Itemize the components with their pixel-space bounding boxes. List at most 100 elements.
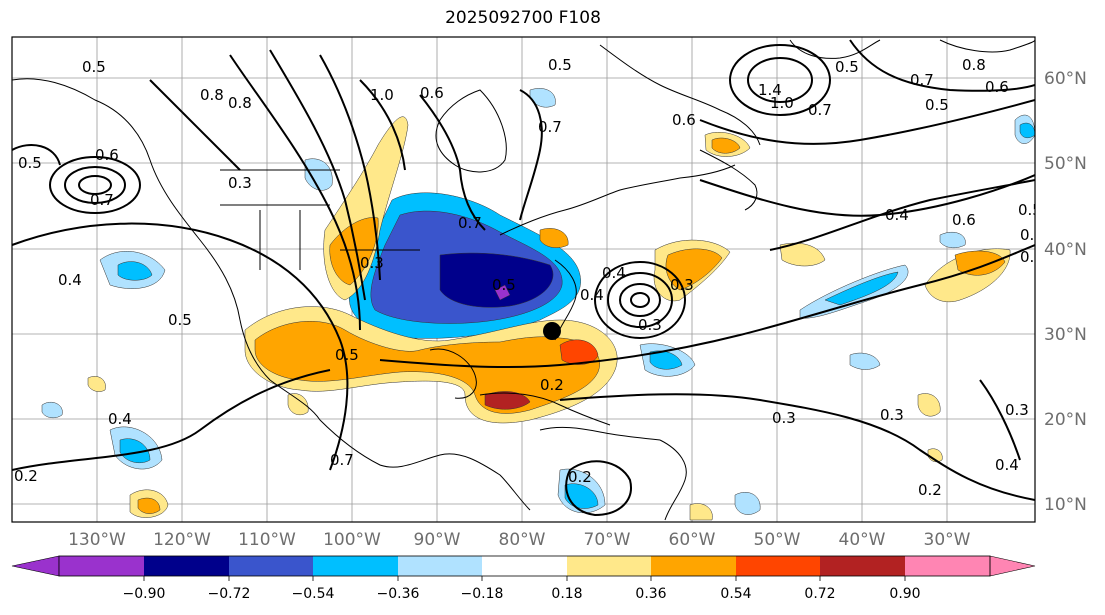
contour-label: 0.2: [14, 467, 38, 485]
colorbar-label: −0.18: [461, 586, 504, 602]
colorbar-swatch: [229, 556, 313, 576]
lon-label: 70°W: [584, 530, 631, 550]
contour-label: 1.4: [758, 81, 782, 99]
contour-label: 0.6: [95, 146, 119, 164]
storm-center-marker: [543, 322, 561, 340]
contour-label: 0.5: [492, 276, 516, 294]
contour-label: 1.0: [370, 86, 394, 104]
lon-label: 50°W: [754, 530, 801, 550]
contour-label: 0.3: [228, 174, 252, 192]
light-blue-patch-2: [304, 158, 333, 191]
colorbar-swatch: [736, 556, 820, 576]
lon-label: 130°W: [68, 530, 126, 550]
blue-patch-3: [824, 271, 899, 306]
lon-label: 30°W: [924, 530, 971, 550]
colorbar-label: 0.54: [720, 586, 751, 602]
contour-label: 0.4: [995, 456, 1019, 474]
colorbar-swatch: [313, 556, 398, 576]
contour-label: 1.0: [770, 94, 794, 112]
positive-anomaly-yellow-11: [87, 376, 106, 392]
colorbar-swatch: [59, 556, 144, 576]
light-blue-patch-9: [849, 352, 881, 370]
positive-anomaly-yellow-10: [287, 393, 309, 416]
contour-label: 0.2: [568, 468, 592, 486]
contour-label: 0.6: [672, 111, 696, 129]
colorbar-label: −0.72: [208, 586, 251, 602]
contour-label: 0.8: [962, 56, 986, 74]
contour-label: 0.7: [90, 191, 114, 209]
light-blue-patch-8: [939, 231, 966, 249]
positive-anomaly-orange-5: [711, 137, 741, 154]
positive-anomaly-red-2: [484, 391, 531, 410]
contour-label-group: 0.5 1.0 0.8 0.6 0.5 0.7 1.4 1.0 0.5 0.8 …: [14, 56, 1044, 499]
lon-label: 40°W: [839, 530, 886, 550]
lat-label: 50°N: [1044, 154, 1087, 174]
map-frame: [11, 36, 1036, 523]
contour-label: 0.3: [670, 276, 694, 294]
latitude-axis: 60°N 50°N 40°N 30°N 20°N 10°N: [1044, 69, 1087, 515]
colorbar: −0.90 −0.72 −0.54 −0.36 −0.18 0.18 0.36 …: [11, 555, 1036, 602]
longitude-axis: 130°W 120°W 110°W 100°W 90°W 80°W 70°W 6…: [68, 530, 971, 550]
light-blue-patch-11: [41, 401, 63, 419]
colorbar-swatch: [11, 555, 60, 577]
colorbar-swatch: [820, 556, 905, 576]
contour-label: 0.6: [420, 84, 444, 102]
contour-label: 0.7: [458, 214, 482, 232]
contour-label: 0.8: [228, 94, 252, 112]
contour-label: 0.2: [540, 376, 564, 394]
negative-anomaly-core: [439, 252, 554, 308]
contour-label: 0.3: [880, 406, 904, 424]
colorbar-swatch: [398, 556, 482, 576]
positive-anomaly-orange-3: [665, 248, 723, 291]
lat-label: 10°N: [1044, 495, 1087, 515]
lat-label: 30°N: [1044, 325, 1087, 345]
contour-label: 0.5: [18, 154, 42, 172]
negative-anomaly-peak: [494, 284, 511, 301]
colorbar-label: 0.72: [804, 586, 835, 602]
colorbar-swatch: [989, 555, 1036, 577]
contour-label: 0.7: [538, 118, 562, 136]
lon-label: 100°W: [323, 530, 381, 550]
contour-label: 0.3: [1005, 401, 1029, 419]
contour-label: 0.5: [548, 56, 572, 74]
contour-label: 0.8: [200, 86, 224, 104]
positive-anomaly-yellow-12: [689, 503, 713, 521]
coastlines: [12, 39, 1035, 521]
colorbar-frame: [58, 555, 991, 577]
contour-label: 0.7: [808, 101, 832, 119]
blue-patch-5: [564, 483, 599, 509]
positive-anomaly-orange-6: [137, 497, 161, 514]
contour-lines: [12, 39, 1035, 517]
contour-label: 0.4: [602, 264, 626, 282]
contour-label: 0.5: [168, 311, 192, 329]
lon-label: 120°W: [153, 530, 211, 550]
contour-label: 0.3: [638, 316, 662, 334]
positive-anomaly-yellow-9: [917, 393, 941, 417]
lon-label: 110°W: [238, 530, 296, 550]
positive-anomaly-orange-4: [954, 250, 1006, 276]
contour-label: 0.4: [108, 410, 132, 428]
contour-label: 0.5: [925, 96, 949, 114]
colorbar-label: 0.90: [889, 586, 920, 602]
positive-anomaly-yellow-8: [539, 228, 569, 248]
colorbar-swatch: [651, 556, 736, 576]
colorbar-label: −0.36: [377, 586, 420, 602]
contour-label: 0.4: [58, 271, 82, 289]
colorbar-label: 0.18: [551, 586, 582, 602]
contour-label: 0.6: [952, 211, 976, 229]
colorbar-swatch: [482, 556, 567, 576]
lat-label: 60°N: [1044, 69, 1087, 89]
contour-label: 0.5: [835, 58, 859, 76]
contour-label: 0.2: [918, 481, 942, 499]
contour-label: 0.7: [330, 451, 354, 469]
lon-label: 90°W: [414, 530, 461, 550]
colorbar-label: −0.90: [123, 586, 166, 602]
map-title: 2025092700 F108: [445, 8, 601, 28]
contour-label: 0.4: [885, 206, 909, 224]
colorbar-swatch: [567, 556, 651, 576]
lon-label: 60°W: [669, 530, 716, 550]
colorbar-swatch: [905, 556, 990, 576]
contour-label: 0.6: [1020, 226, 1044, 244]
blue-patch-1: [117, 261, 153, 281]
contour-label: 0.4: [1020, 248, 1044, 266]
